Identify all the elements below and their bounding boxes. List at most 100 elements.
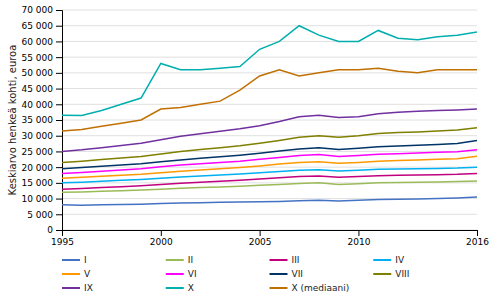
tick-label: 30 000 — [22, 131, 54, 141]
legend-label: I — [84, 255, 87, 265]
legend-item: VIII — [373, 269, 409, 279]
legend-label: X (mediaani) — [292, 283, 350, 293]
tick: 70 000 — [22, 5, 63, 15]
tick: 5 000 — [27, 210, 62, 220]
legend-label: IX — [84, 283, 93, 293]
tick-label: 2005 — [249, 237, 272, 247]
axis-line — [56, 11, 63, 231]
legend-swatch — [270, 287, 288, 289]
legend-item: VII — [270, 269, 303, 279]
tick-label: 45 000 — [22, 84, 54, 94]
tick-label: 70 000 — [22, 5, 54, 15]
tick-mark — [56, 89, 62, 90]
tick: 45 000 — [22, 84, 63, 94]
legend-item: II — [166, 255, 193, 265]
legend-item: IV — [373, 255, 405, 265]
y-axis-label: Keskiarvo henkeä kohti, euroa — [7, 45, 18, 196]
legend-item: VI — [166, 269, 197, 279]
grid-line — [62, 41, 477, 42]
tick: 2016 — [466, 230, 489, 247]
tick: 20 000 — [22, 163, 63, 173]
legend-swatch — [62, 259, 80, 261]
grid-line — [62, 167, 477, 168]
tick-label: 25 000 — [22, 147, 54, 157]
tick-mark — [56, 57, 62, 58]
tick-label: 5 000 — [27, 210, 53, 220]
legend-label: X — [188, 283, 194, 293]
tick-label: 0 — [47, 225, 53, 235]
legend-label: III — [292, 255, 300, 265]
tick-mark — [56, 183, 62, 184]
tick-mark — [56, 151, 62, 152]
tick: 15 000 — [22, 178, 63, 188]
tick: 30 000 — [22, 131, 63, 141]
tick-label: 50 000 — [22, 68, 54, 78]
series-line — [62, 68, 477, 131]
tick: 2010 — [347, 230, 370, 247]
legend-item: III — [270, 255, 300, 265]
legend-label: VII — [292, 269, 303, 279]
plot: 1995 2000 2005 2010 2016 0 5 000 10 000 15 000 20… — [22, 5, 490, 247]
grid-line — [62, 120, 477, 121]
grid-line — [62, 88, 477, 89]
legend-label: VIII — [395, 269, 409, 279]
tick: 25 000 — [22, 147, 63, 157]
legend-item: IX — [62, 283, 93, 293]
tick-mark — [477, 230, 478, 236]
legend-item: V — [62, 269, 91, 279]
tick-mark — [56, 136, 62, 137]
x-axis: 1995 2000 2005 2010 2016 — [51, 230, 489, 247]
tick-mark — [260, 230, 261, 236]
tick-mark — [56, 73, 62, 74]
tick-mark — [56, 199, 62, 200]
legend-label: IV — [395, 255, 405, 265]
tick: 65 000 — [22, 21, 63, 31]
tick-label: 65 000 — [22, 21, 54, 31]
tick-label: 2000 — [150, 237, 173, 247]
lines — [62, 26, 477, 205]
tick: 2000 — [150, 230, 173, 247]
legend-label: II — [188, 255, 193, 265]
tick-label: 2010 — [347, 237, 370, 247]
tick: 2005 — [249, 230, 272, 247]
grid — [62, 10, 477, 230]
series-line — [62, 26, 477, 116]
tick: 35 000 — [22, 115, 63, 125]
tick-mark — [56, 230, 62, 231]
tick-label: 1995 — [51, 237, 74, 247]
grid-line — [62, 25, 477, 26]
tick-label: 35 000 — [22, 115, 54, 125]
legend-swatch — [62, 287, 80, 289]
grid-line — [62, 57, 477, 58]
tick: 10 000 — [22, 194, 63, 204]
legend-item: I — [62, 255, 87, 265]
axis-line — [63, 231, 478, 237]
legend-label: VI — [188, 269, 197, 279]
series-line — [62, 156, 477, 178]
legend-item: X (mediaani) — [270, 283, 350, 293]
tick-mark — [56, 214, 62, 215]
legend-swatch — [166, 273, 184, 275]
tick-label: 20 000 — [22, 163, 54, 173]
legend-item: X — [166, 283, 194, 293]
tick-label: 40 000 — [22, 100, 54, 110]
legend-swatch — [373, 259, 391, 261]
tick-mark — [56, 10, 62, 11]
legend-swatch — [166, 287, 184, 289]
tick-mark — [358, 230, 359, 236]
tick-mark — [56, 167, 62, 168]
tick-mark — [56, 26, 62, 27]
tick-mark — [56, 120, 62, 121]
series-line — [62, 109, 477, 151]
series-line — [62, 150, 477, 174]
series-line — [62, 197, 477, 205]
legend-swatch — [62, 273, 80, 275]
tick-label: 60 000 — [22, 37, 54, 47]
tick: 60 000 — [22, 37, 63, 47]
tick-mark — [161, 230, 162, 236]
tick: 1995 — [51, 230, 74, 247]
tick: 40 000 — [22, 100, 63, 110]
chart: 1995 2000 2005 2010 2016 0 5 000 10 000 15 000 20… — [0, 0, 491, 302]
tick: 0 — [47, 225, 62, 235]
y-axis: 0 5 000 10 000 15 000 20 000 25 000 30 000 35 0… — [22, 5, 63, 235]
